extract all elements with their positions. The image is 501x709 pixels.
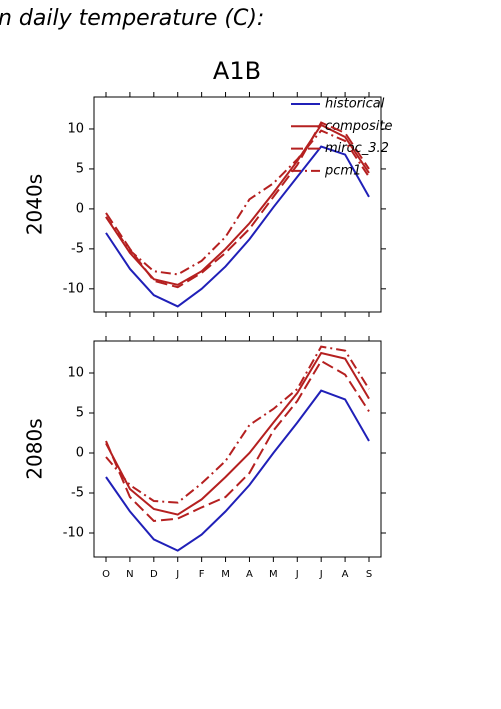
y-tick-label: 5	[76, 406, 84, 421]
y-tick-label: 0	[76, 446, 84, 461]
chart-subtitle: A1B	[213, 57, 261, 85]
legend-label: pcm1	[324, 163, 361, 178]
x-tick-label: A	[342, 569, 349, 580]
series-line	[105, 121, 370, 289]
y-tick-label: 5	[76, 161, 84, 176]
y-axis-label: 2080s	[23, 418, 47, 479]
series-line	[105, 359, 370, 523]
y-axis-label: 2040s	[23, 174, 47, 235]
y-tick-label: 0	[76, 201, 84, 216]
x-tick-label: J	[319, 569, 323, 580]
legend-label: miroc_3.2	[325, 141, 389, 156]
y-tick-label: 10	[67, 366, 84, 381]
x-tick-label: F	[199, 569, 205, 580]
x-tick-label: S	[366, 569, 372, 580]
plot-frame	[93, 340, 382, 558]
series-line	[105, 345, 370, 504]
y-tick-label: -10	[63, 281, 84, 296]
y-tick-label: -5	[71, 241, 84, 256]
legend-label: historical	[325, 97, 385, 112]
x-tick-label: J	[295, 569, 299, 580]
series-line	[105, 129, 370, 276]
x-tick-label: M	[221, 569, 230, 580]
x-tick-label: D	[150, 569, 158, 580]
y-tick-label: 10	[67, 121, 84, 136]
y-tick-label: -5	[71, 486, 84, 501]
x-tick-label: J	[175, 569, 179, 580]
x-tick-label: O	[102, 569, 110, 580]
series-line	[105, 145, 370, 308]
x-tick-label: M	[269, 569, 278, 580]
x-tick-label: A	[246, 569, 253, 580]
legend-label: composite	[325, 119, 392, 134]
x-tick-label: N	[126, 569, 133, 580]
plot-frame	[93, 96, 382, 313]
chart-title: n daily temperature (C):	[0, 6, 264, 31]
series-line	[105, 351, 370, 516]
y-tick-label: -10	[63, 526, 84, 541]
series-line	[105, 389, 370, 552]
